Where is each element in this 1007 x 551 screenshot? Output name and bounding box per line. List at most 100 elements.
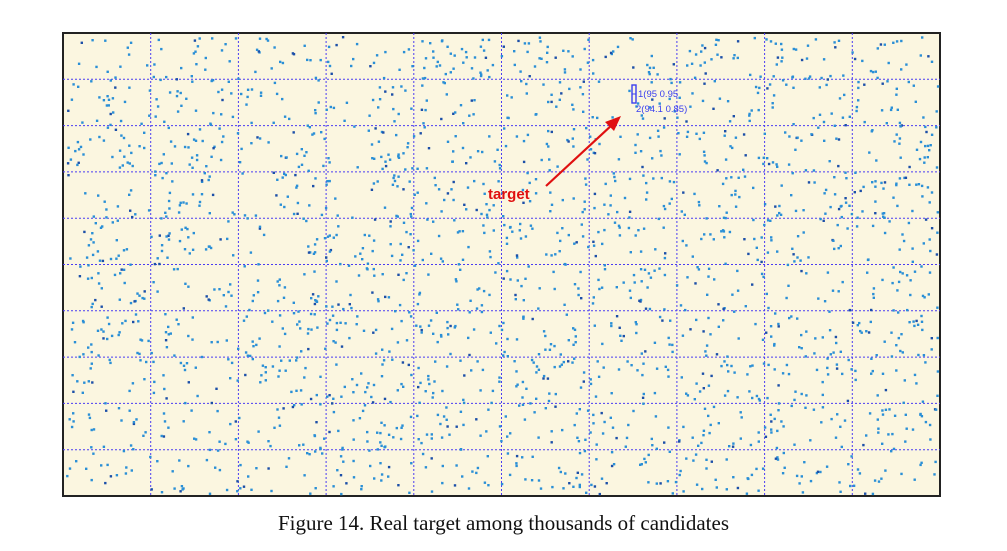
scatter-chart: 1(95 0.95 2(94.1 0.85) target [62,32,941,497]
candidate-point [510,96,513,99]
candidate-point [352,391,355,394]
candidate-point [236,480,239,483]
candidate-point [679,469,682,473]
candidate-point [77,161,80,164]
candidate-point [384,50,387,54]
candidate-point [66,474,69,478]
candidate-point [498,163,501,167]
candidate-point [245,315,248,318]
candidate-point [548,392,551,395]
candidate-point [421,84,424,87]
candidate-point [200,180,204,183]
candidate-point [521,456,524,459]
candidate-point [529,402,532,405]
candidate-point [911,428,915,431]
candidate-point [251,299,254,303]
candidate-point [598,142,601,146]
candidate-point [258,227,262,230]
candidate-point [703,233,706,236]
candidate-point [913,478,916,481]
candidate-point [183,368,187,372]
candidate-point [645,198,648,201]
candidate-point [800,269,803,273]
candidate-point [892,447,896,451]
candidate-point [922,354,926,357]
candidate-point [307,169,310,172]
candidate-point [98,259,102,262]
candidate-point [763,223,766,227]
candidate-point [824,188,828,192]
candidate-point [485,430,488,433]
candidate-point [208,492,212,495]
candidate-point [246,95,249,99]
candidate-point [215,387,218,390]
candidate-point [373,157,376,160]
candidate-point [138,145,141,148]
candidate-point [372,267,375,271]
candidate-point [182,420,185,423]
candidate-point [261,364,265,367]
candidate-point [721,229,725,232]
candidate-point [578,485,581,489]
candidate-point [365,267,369,270]
candidate-point [109,361,112,365]
candidate-point [117,407,121,410]
candidate-point [319,403,322,406]
candidate-point [727,370,730,373]
candidate-point [422,122,425,125]
candidate-point [876,47,879,50]
candidate-point [922,242,925,245]
candidate-point [776,165,779,168]
candidate-point [387,433,391,436]
candidate-point [577,287,580,290]
candidate-point [213,288,216,291]
candidate-point [387,296,391,299]
candidate-point [336,469,339,472]
candidate-point [505,242,509,245]
candidate-point [618,326,621,329]
candidate-point [748,119,751,123]
candidate-point [378,98,382,101]
candidate-point [143,290,146,293]
candidate-point [728,230,732,234]
candidate-point [251,340,254,343]
candidate-point [380,130,384,134]
candidate-point [703,160,707,163]
candidate-point [547,399,551,403]
candidate-point [306,332,310,335]
candidate-point [584,177,587,180]
candidate-point [282,296,286,299]
candidate-point [246,88,250,91]
candidate-point [76,163,79,167]
candidate-point [532,361,535,364]
candidate-point [175,78,178,81]
candidate-point [733,371,736,374]
candidate-point [420,331,423,334]
candidate-point [332,410,336,414]
candidate-point [896,204,899,208]
candidate-point [315,300,319,303]
candidate-point [456,231,460,234]
candidate-point [668,97,671,101]
candidate-point [473,179,476,183]
candidate-point [307,347,310,351]
candidate-point [506,94,509,97]
candidate-point [605,482,608,485]
candidate-point [736,269,739,273]
candidate-point [473,56,477,59]
candidate-point [636,102,640,105]
candidate-point [579,68,582,71]
candidate-point [438,64,442,67]
candidate-point [635,331,638,335]
candidate-point [208,212,211,215]
candidate-point [603,268,607,271]
candidate-point [874,200,877,203]
candidate-point [100,305,103,308]
candidate-point [446,425,449,428]
candidate-point [187,285,190,288]
candidate-point [398,303,402,307]
candidate-point [531,317,534,321]
candidate-point [101,259,105,263]
candidate-point [132,422,136,426]
candidate-point [77,85,80,88]
